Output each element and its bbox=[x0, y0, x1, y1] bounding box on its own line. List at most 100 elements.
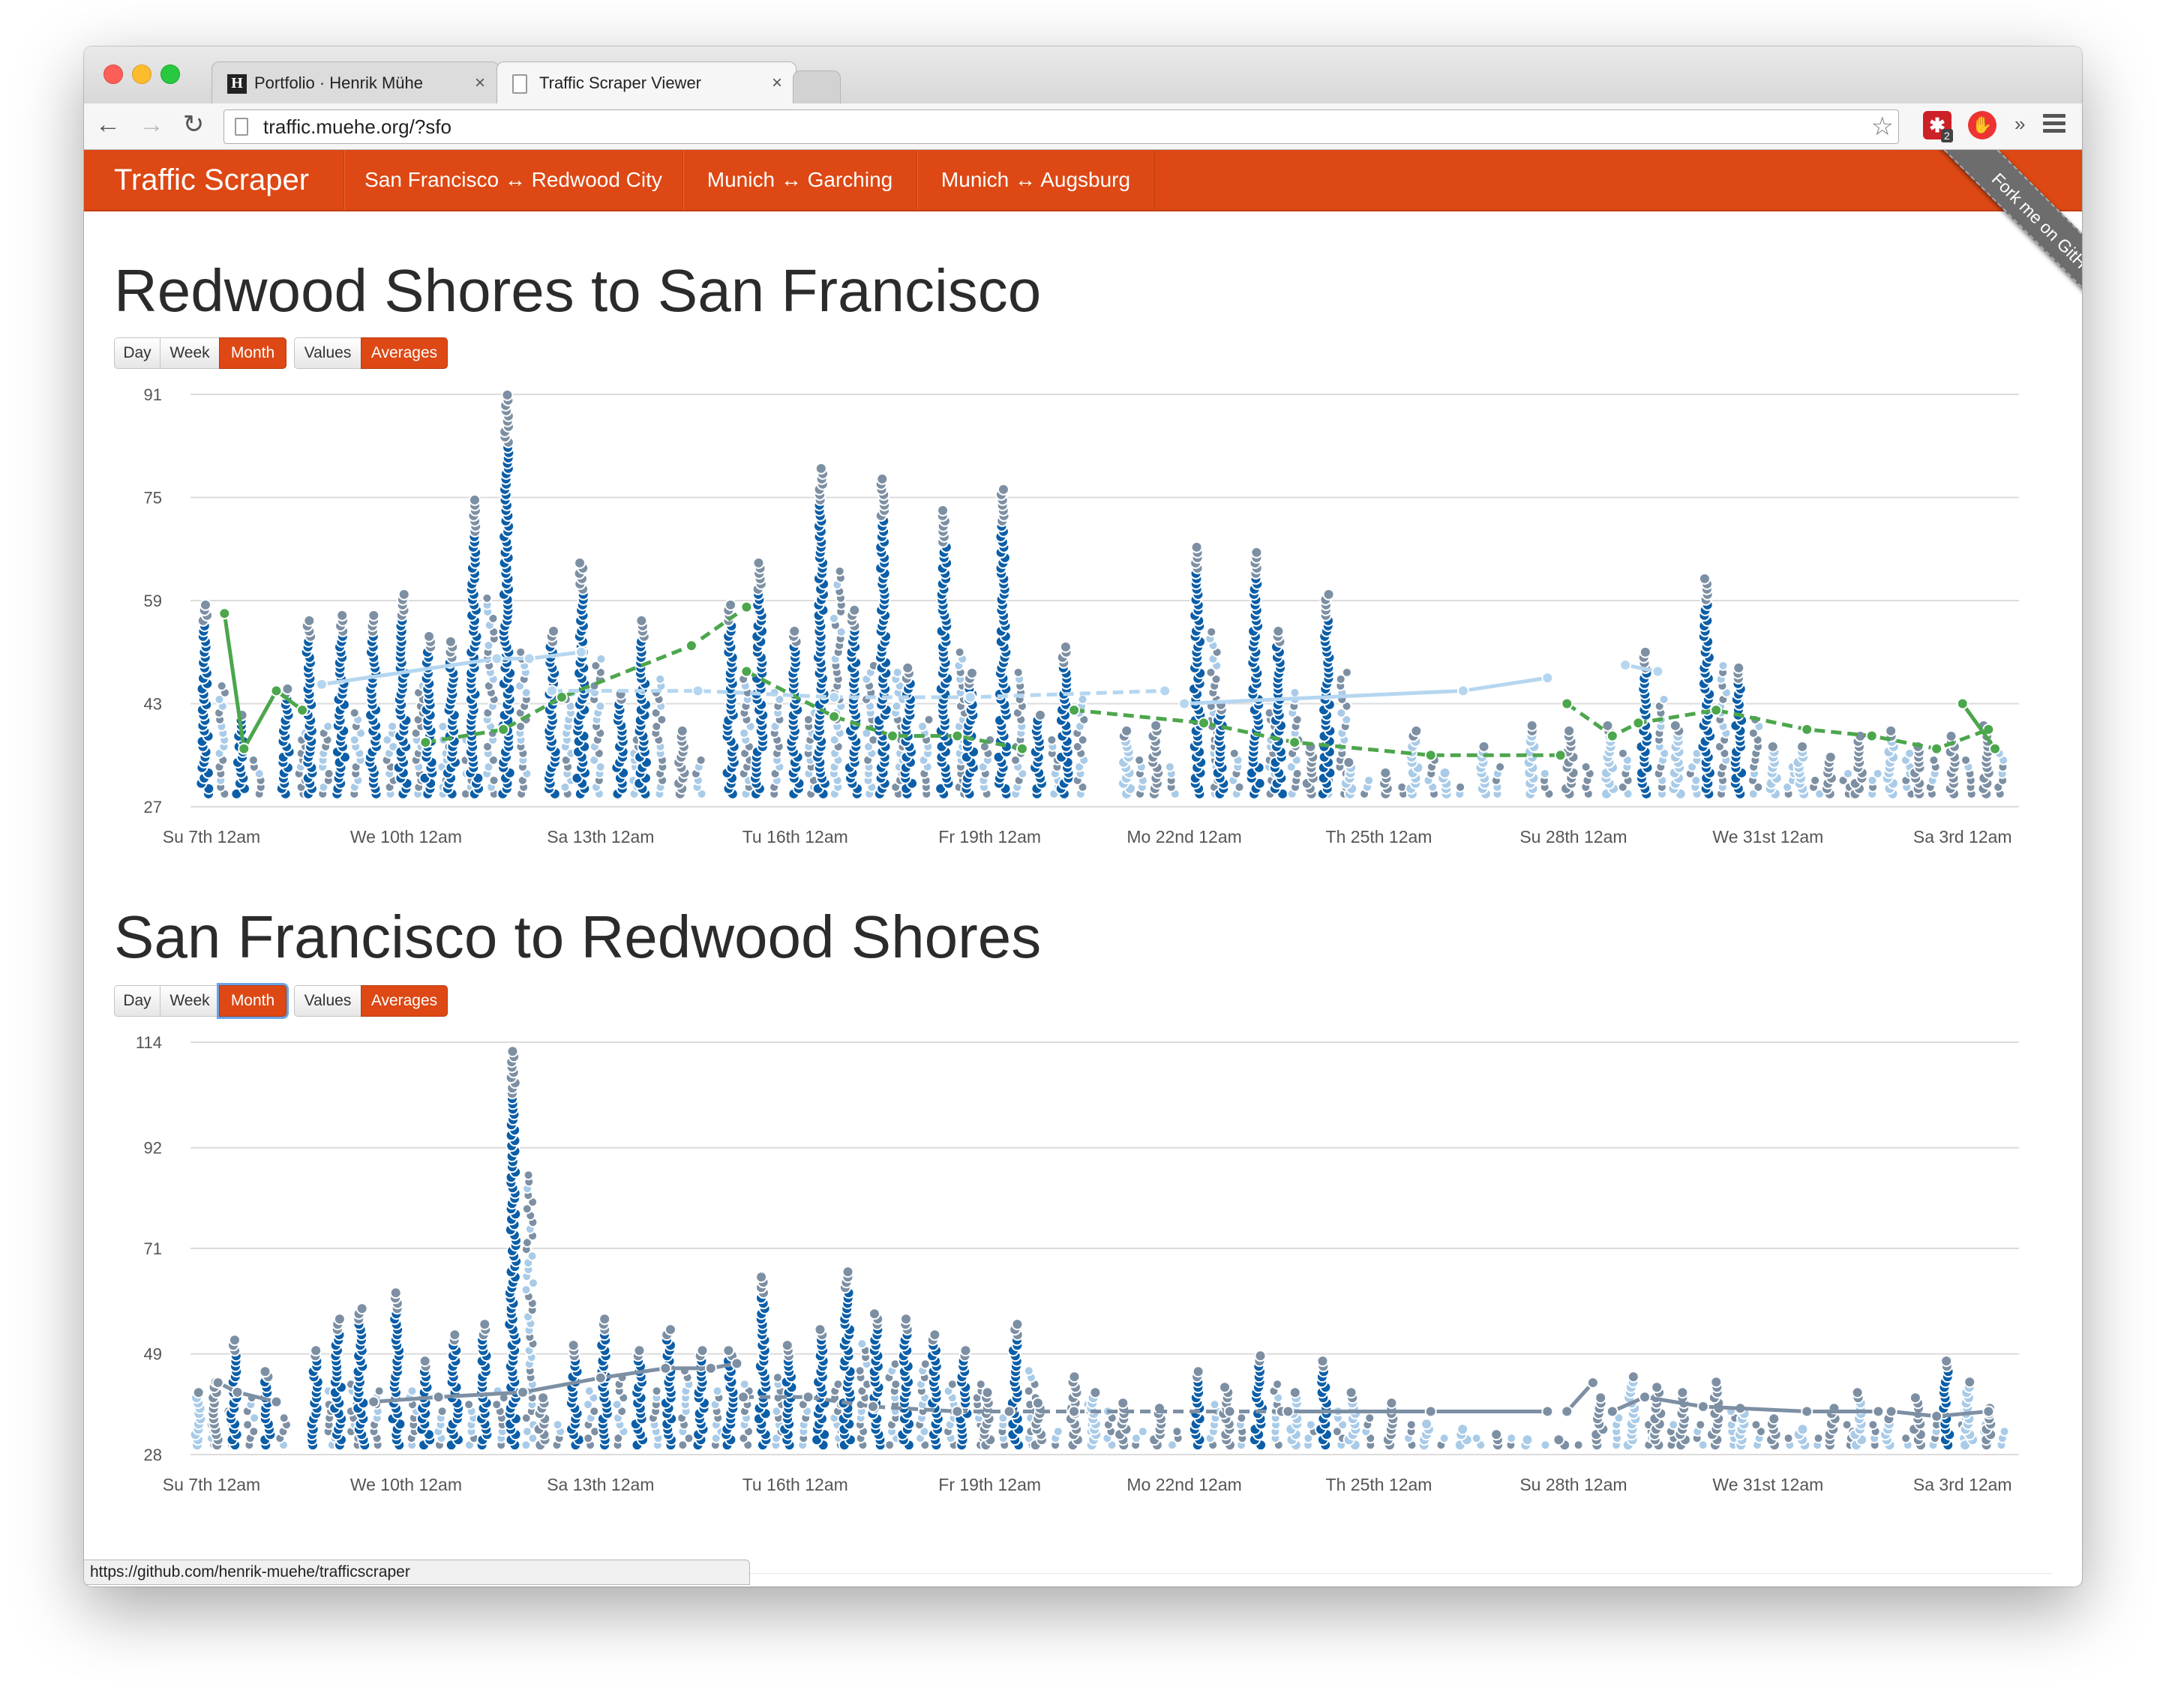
data-point bbox=[1385, 1397, 1398, 1410]
forward-arrow-icon[interactable]: → bbox=[139, 110, 164, 139]
extension-badge: 2 bbox=[1941, 129, 1953, 142]
data-point bbox=[923, 714, 934, 725]
data-point bbox=[216, 680, 227, 691]
address-bar-url[interactable]: traffic.muehe.org/?sfo bbox=[263, 115, 452, 138]
data-point bbox=[696, 1344, 709, 1357]
average-point bbox=[1586, 1377, 1599, 1389]
range-day-button[interactable]: Day bbox=[114, 337, 160, 369]
range-week-button[interactable]: Week bbox=[160, 337, 220, 369]
data-point bbox=[303, 614, 316, 627]
tab-traffic-scraper[interactable]: Traffic Scraper Viewer × bbox=[496, 61, 796, 103]
data-point bbox=[1134, 754, 1145, 766]
new-tab-button[interactable] bbox=[793, 70, 841, 104]
data-point bbox=[368, 609, 380, 622]
data-point bbox=[1627, 1371, 1640, 1383]
average-point bbox=[432, 1391, 445, 1404]
average-point bbox=[1198, 717, 1210, 730]
data-point bbox=[1117, 1397, 1130, 1410]
range-month-button[interactable]: Month bbox=[219, 985, 286, 1017]
data-point bbox=[1851, 1386, 1864, 1399]
brand-link[interactable]: Traffic Scraper bbox=[114, 163, 310, 196]
data-point bbox=[1490, 1428, 1503, 1441]
close-tab-icon[interactable]: × bbox=[771, 73, 782, 93]
data-point bbox=[1052, 1426, 1064, 1437]
data-point bbox=[491, 1399, 502, 1410]
data-point bbox=[322, 721, 334, 732]
data-point bbox=[552, 1419, 563, 1431]
data-point bbox=[388, 741, 399, 752]
portfolio-favicon-icon: H bbox=[227, 74, 247, 94]
data-point bbox=[1868, 1419, 1879, 1431]
data-point bbox=[323, 768, 334, 779]
back-arrow-icon[interactable]: ← bbox=[95, 110, 121, 139]
average-point bbox=[574, 646, 587, 658]
x-tick-label: We 31st 12am bbox=[1712, 1475, 1823, 1494]
x-tick-label: Su 7th 12am bbox=[163, 827, 260, 847]
average-point bbox=[1456, 685, 1469, 697]
data-point bbox=[468, 493, 481, 506]
data-point bbox=[560, 781, 571, 793]
mode-averages-button[interactable]: Averages bbox=[361, 985, 448, 1017]
average-point bbox=[1696, 1401, 1709, 1413]
y-tick-label: 91 bbox=[144, 385, 162, 404]
data-point bbox=[1137, 1426, 1148, 1437]
range-month-button[interactable]: Month bbox=[219, 337, 286, 369]
average-point bbox=[951, 730, 964, 742]
average-point bbox=[1003, 1405, 1016, 1418]
bookmark-star-icon[interactable]: ☆ bbox=[1870, 112, 1894, 141]
average-point bbox=[1865, 730, 1878, 742]
data-point bbox=[310, 1344, 322, 1357]
range-day-button[interactable]: Day bbox=[114, 985, 160, 1017]
section-title: San Francisco to Redwood Shores bbox=[114, 903, 1042, 970]
data-point bbox=[1900, 1433, 1912, 1444]
data-point bbox=[1410, 724, 1423, 737]
data-point bbox=[1254, 1350, 1267, 1362]
data-point bbox=[828, 613, 839, 624]
nav-link-munich-augsburg[interactable]: Munich ↔ Augsburg bbox=[916, 150, 1155, 210]
close-tab-icon[interactable]: × bbox=[474, 73, 485, 93]
data-point bbox=[192, 1386, 205, 1399]
zoom-window-button[interactable] bbox=[160, 64, 180, 84]
y-tick-label: 28 bbox=[144, 1446, 162, 1464]
nav-link-sf-redwood[interactable]: San Francisco ↔ Redwood City bbox=[344, 150, 682, 210]
nav-link-munich-garching[interactable]: Munich ↔ Garching bbox=[682, 150, 916, 210]
x-tick-label: Tu 16th 12am bbox=[742, 827, 848, 847]
data-point bbox=[1698, 572, 1711, 585]
data-point bbox=[1796, 740, 1809, 753]
data-point bbox=[1190, 541, 1203, 553]
data-point bbox=[1580, 761, 1592, 772]
x-tick-label: We 10th 12am bbox=[350, 827, 462, 847]
average-point bbox=[316, 678, 328, 691]
average-point bbox=[828, 710, 841, 723]
y-tick-label: 27 bbox=[144, 798, 162, 817]
data-point bbox=[418, 1355, 431, 1368]
mode-averages-button[interactable]: Averages bbox=[361, 337, 448, 369]
data-point bbox=[975, 1379, 986, 1390]
minimize-window-button[interactable] bbox=[132, 64, 152, 84]
y-tick-label: 43 bbox=[144, 695, 162, 714]
data-point bbox=[981, 1386, 994, 1399]
data-point bbox=[336, 609, 349, 622]
average-point bbox=[1068, 704, 1081, 717]
mode-values-button[interactable]: Values bbox=[294, 985, 362, 1017]
fork-me-ribbon[interactable]: Fork me on GitHub bbox=[1933, 150, 2082, 341]
data-point bbox=[1885, 724, 1898, 737]
range-week-button[interactable]: Week bbox=[160, 985, 220, 1017]
close-window-button[interactable] bbox=[104, 64, 123, 84]
data-point bbox=[548, 625, 560, 637]
average-point bbox=[555, 691, 568, 703]
data-point bbox=[254, 768, 265, 779]
tab-portfolio[interactable]: H Portfolio · Henrik Mühe × bbox=[212, 61, 500, 103]
reload-icon[interactable]: ↻ bbox=[182, 110, 205, 139]
chrome-menu-icon[interactable] bbox=[2043, 112, 2068, 135]
data-point bbox=[515, 646, 526, 658]
data-point bbox=[655, 673, 666, 685]
data-point bbox=[1209, 1399, 1220, 1410]
data-point bbox=[595, 761, 606, 772]
extensions-overflow-icon[interactable]: » bbox=[2014, 112, 2026, 135]
data-point bbox=[482, 592, 493, 604]
x-tick-label: Su 7th 12am bbox=[163, 1475, 260, 1494]
address-bar[interactable]: traffic.muehe.org/?sfo ☆ bbox=[224, 109, 1899, 144]
mode-values-button[interactable]: Values bbox=[294, 337, 362, 369]
adblock-extension-icon[interactable]: ✋ bbox=[1968, 111, 1996, 139]
